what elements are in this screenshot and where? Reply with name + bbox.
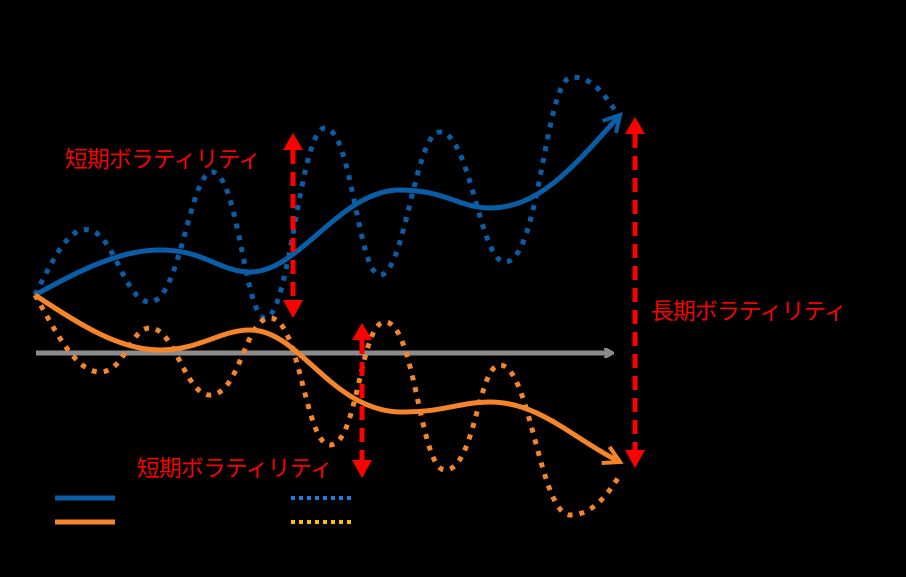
short-term-volatility-arrow-bottom	[352, 323, 372, 478]
long-term-volatility-arrow	[625, 117, 645, 468]
short-term-volatility-label-top: 短期ボラティリティ	[65, 147, 261, 173]
orange-trend-line	[33, 292, 620, 462]
short-term-volatility-label-bottom: 短期ボラティリティ	[137, 456, 333, 482]
blue-trend-line	[33, 115, 620, 298]
short-term-volatility-arrow-top	[283, 133, 303, 318]
long-term-volatility-label: 長期ボラティリティ	[651, 299, 847, 325]
